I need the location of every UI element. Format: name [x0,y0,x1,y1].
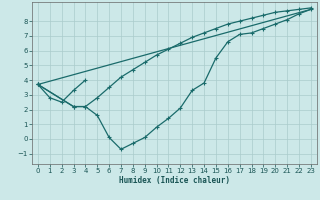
X-axis label: Humidex (Indice chaleur): Humidex (Indice chaleur) [119,176,230,185]
